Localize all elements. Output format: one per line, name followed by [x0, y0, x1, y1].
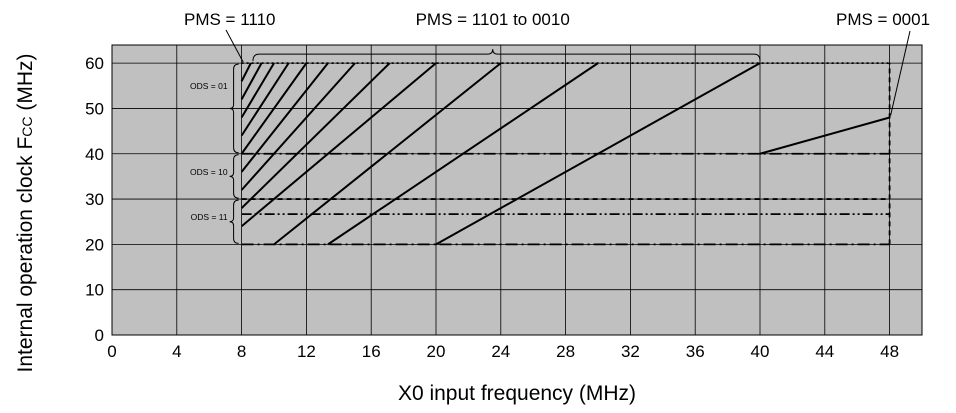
- x-tick-label: 12: [297, 342, 316, 361]
- y-tick-labels: 0 10 20 30 40 50 60: [85, 54, 104, 345]
- x-tick-label: 20: [427, 342, 446, 361]
- x-tick-labels: 0 4 8 12 16 20 24 28 32 36 40 44 48: [107, 342, 899, 361]
- x-tick-label: 36: [686, 342, 705, 361]
- y-tick-label: 50: [85, 99, 104, 118]
- callout-pms-0001: PMS = 0001: [836, 10, 930, 29]
- series-line: [759, 116, 890, 155]
- pms-callouts: PMS = 1110 PMS = 1101 to 0010 PMS = 0001: [184, 10, 930, 116]
- y-tick-label: 20: [85, 235, 104, 254]
- y-tick-label: 10: [85, 281, 104, 300]
- y-tick-label: 30: [85, 190, 104, 209]
- series-line: [273, 62, 502, 246]
- callout-leader: [225, 29, 244, 63]
- plot-frame: [111, 44, 923, 336]
- series-line: [435, 62, 761, 246]
- y-tick-label: 60: [85, 54, 104, 73]
- ods-bracket: [229, 63, 239, 154]
- series-line: [240, 62, 329, 173]
- callout-brace: [252, 49, 761, 62]
- x-tick-label: 16: [362, 342, 381, 361]
- x-tick-label: 48: [880, 342, 899, 361]
- x-tick-label: 4: [172, 342, 181, 361]
- ods-label: ODS = 10: [190, 167, 228, 177]
- series-line: [240, 62, 263, 100]
- y-tick-label: 40: [85, 145, 104, 164]
- y-axis-title: Internal operation clock FCC (MHz): [14, 53, 37, 372]
- x-tick-label: 44: [815, 342, 834, 361]
- boundary-lines: [241, 62, 891, 246]
- series-line: [240, 62, 252, 82]
- series-line: [240, 62, 437, 228]
- x-tick-label: 28: [556, 342, 575, 361]
- series-line: [240, 62, 391, 209]
- ods-label: ODS = 11: [191, 212, 228, 222]
- series-line: [240, 62, 356, 191]
- y-tick-label: 0: [95, 326, 104, 345]
- x-tick-label: 40: [751, 342, 770, 361]
- x-tick-label: 24: [491, 342, 510, 361]
- series-line: [327, 62, 599, 246]
- ods-label: ODS = 01: [190, 81, 228, 91]
- ods-labels: ODS = 01 ODS = 10 ODS = 11: [190, 63, 239, 244]
- series-line: [240, 62, 290, 137]
- callout-pms-1110: PMS = 1110: [184, 10, 276, 29]
- x-tick-label: 32: [621, 342, 640, 361]
- ods-bracket: [229, 154, 239, 199]
- series-group: [240, 62, 890, 246]
- series-line: [240, 62, 275, 119]
- series-line: [240, 62, 308, 155]
- ods-bracket: [229, 199, 239, 244]
- x-tick-label: 8: [237, 342, 246, 361]
- x-tick-label: 0: [107, 342, 116, 361]
- plot-background: [112, 45, 922, 335]
- x-axis-title: X0 input frequency (MHz): [398, 382, 636, 405]
- callout-pms-1101-0010: PMS = 1101 to 0010: [416, 10, 570, 29]
